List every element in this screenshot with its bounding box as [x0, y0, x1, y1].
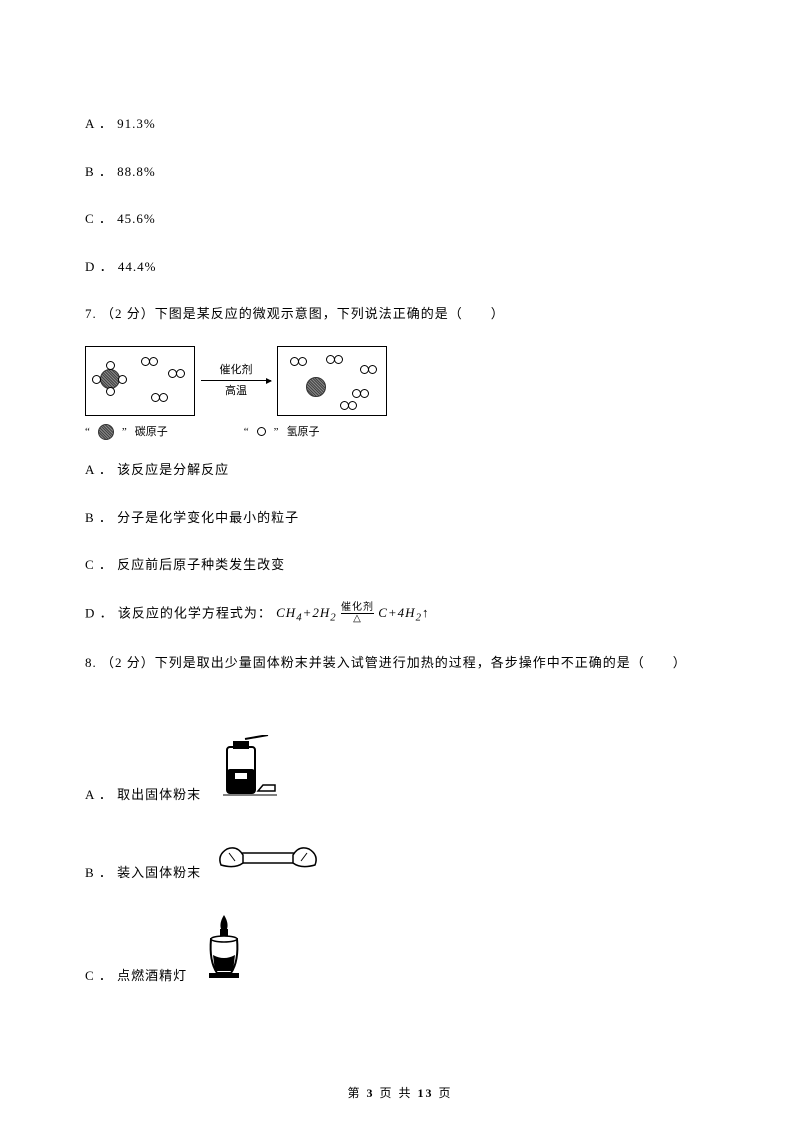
h-atom-icon	[257, 427, 266, 436]
q8-opt-c-text: C ． 点燃酒精灯	[85, 966, 187, 986]
hands-tube-icon	[213, 833, 323, 883]
h-atom-icon	[118, 375, 127, 384]
h-atom-icon	[106, 387, 115, 396]
arrow-bottom-text: 高温	[201, 383, 271, 400]
h-atom-icon	[360, 389, 369, 398]
q7-text: 7. （2 分）下图是某反应的微观示意图，下列说法正确的是（ ）	[85, 304, 715, 324]
q7-opt-c-text: C ． 反应前后原子种类发生改变	[85, 557, 285, 572]
arrow-top-text: 催化剂	[201, 362, 271, 379]
q7-diagram: 催化剂 高温	[85, 346, 715, 416]
h-atom-icon	[348, 401, 357, 410]
option-b-prev: B ． 88.8%	[85, 162, 715, 182]
option-b-prev-text: B ． 88.8%	[85, 164, 156, 179]
q7-legend: “ ” 碳原子 “ ” 氢原子	[85, 424, 715, 441]
q7-right-box	[277, 346, 387, 416]
eq-cond-bot: △	[341, 613, 374, 624]
quote-mark: ”	[274, 424, 279, 441]
h-atom-icon	[334, 355, 343, 364]
q8-opt-c: C ． 点燃酒精灯	[85, 911, 715, 986]
q7-opt-d-prefix: D ． 该反应的化学方程式为：	[85, 605, 272, 620]
h-atom-icon	[368, 365, 377, 374]
q8-opt-b: B ． 装入固体粉末	[85, 833, 715, 883]
q7-opt-a: A ． 该反应是分解反应	[85, 460, 715, 480]
bottle-scoop-icon	[213, 735, 283, 805]
arrow-line-icon	[201, 380, 271, 381]
option-d-prev-text: D ． 44.4%	[85, 259, 156, 274]
h-atom-icon	[298, 357, 307, 366]
quote-mark: “	[244, 424, 249, 441]
legend-carbon-text: 碳原子	[135, 424, 168, 441]
carbon-atom-icon	[100, 369, 120, 389]
q8-opt-a: A ． 取出固体粉末	[85, 735, 715, 805]
h-atom-icon	[176, 369, 185, 378]
eq-lhs: CH	[276, 605, 296, 620]
h-atom-icon	[159, 393, 168, 402]
quote-mark: ”	[122, 424, 127, 441]
q7-equation: CH4+2H2 催化剂△ C+4H2↑	[276, 603, 429, 626]
h-atom-icon	[106, 361, 115, 370]
q7-opt-c: C ． 反应前后原子种类发生改变	[85, 555, 715, 575]
option-c-prev-text: C ． 45.6%	[85, 211, 156, 226]
legend-hydrogen-text: 氢原子	[287, 424, 320, 441]
alcohol-lamp-icon	[199, 911, 249, 986]
q7-opt-b-text: B ． 分子是化学变化中最小的粒子	[85, 510, 299, 525]
eq-sub: 2	[330, 611, 336, 623]
eq-cond-top: 催化剂	[341, 603, 374, 613]
eq-condition: 催化剂△	[341, 603, 374, 624]
q8-opt-b-text: B ． 装入固体粉末	[85, 863, 201, 883]
h-atom-icon	[92, 375, 101, 384]
q8-text: 8. （2 分）下列是取出少量固体粉末并装入试管进行加热的过程，各步操作中不正确…	[85, 653, 715, 673]
option-a-prev-text: A ． 91.3%	[85, 116, 156, 131]
option-c-prev: C ． 45.6%	[85, 209, 715, 229]
option-a-prev: A ． 91.3%	[85, 114, 715, 134]
h-atom-icon	[149, 357, 158, 366]
eq-arrow-up: ↑	[422, 605, 430, 620]
q7-opt-d: D ． 该反应的化学方程式为： CH4+2H2 催化剂△ C+4H2↑	[85, 603, 715, 626]
footer-total-pages: 13	[418, 1086, 434, 1100]
footer-pre: 第	[347, 1086, 366, 1100]
carbon-atom-icon	[306, 377, 326, 397]
eq-plus: +2H	[303, 605, 331, 620]
quote-mark: “	[85, 424, 90, 441]
q7-arrow: 催化剂 高温	[201, 362, 271, 400]
q7-opt-a-text: A ． 该反应是分解反应	[85, 462, 229, 477]
page-footer: 第 3 页 共 13 页	[0, 1084, 800, 1102]
footer-suf: 页	[434, 1086, 453, 1100]
q7-left-box	[85, 346, 195, 416]
q7-opt-b: B ． 分子是化学变化中最小的粒子	[85, 508, 715, 528]
carbon-atom-icon	[98, 424, 114, 440]
footer-mid: 页 共	[374, 1086, 417, 1100]
option-d-prev: D ． 44.4%	[85, 257, 715, 277]
eq-rhs: C+4H	[378, 605, 415, 620]
q8-opt-a-text: A ． 取出固体粉末	[85, 785, 201, 805]
